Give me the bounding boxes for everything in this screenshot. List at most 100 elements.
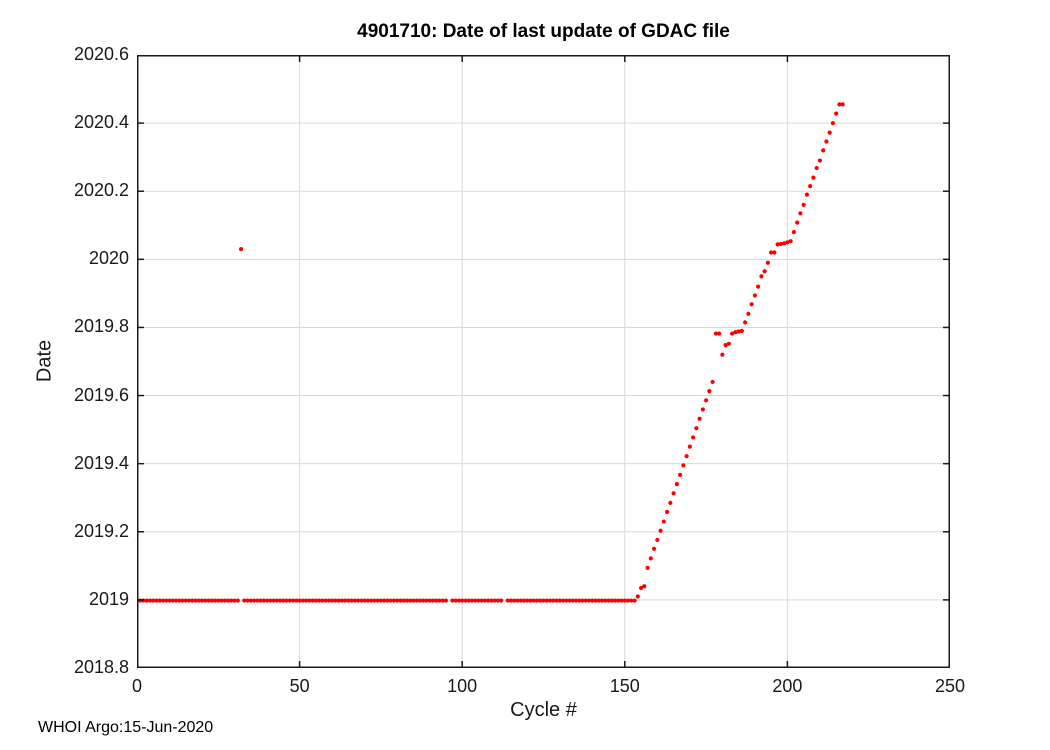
y-tick-label: 2020.4 [73,112,129,133]
data-point [427,598,432,603]
data-point [212,598,218,603]
data-point [199,598,205,603]
data-point [450,598,455,603]
data-point [369,598,374,603]
data-point [743,320,748,325]
data-point [320,598,325,603]
outlier-point [238,247,244,252]
data-point [664,509,670,515]
data-point [375,598,380,603]
data-point [580,598,585,603]
data-point [473,598,478,603]
data-point [271,598,276,603]
data-point [756,284,761,289]
data-point [769,250,774,255]
data-point [814,165,819,171]
data-point [277,598,283,603]
data-point [730,331,735,336]
data-point [830,121,836,126]
data-point [229,598,234,603]
data-point [674,482,679,487]
data-point [304,598,309,603]
data-point [365,598,370,603]
y-tick-label: 2020 [88,248,129,269]
data-point [388,598,393,603]
x-axis-label: Cycle # [510,699,577,721]
data-point [359,598,364,603]
data-point [700,407,705,412]
data-point [554,598,559,603]
data-point [469,598,475,603]
data-point [443,598,449,603]
data-point [684,454,689,459]
plot-area [137,55,950,668]
data-point [671,491,676,496]
data-point [463,598,468,603]
data-point [313,598,318,603]
data-point [661,519,666,524]
data-point [795,220,800,225]
data-point [297,598,302,603]
chart-title: 4901710: Date of last update of GDAC fil… [357,21,730,42]
data-point [547,598,553,603]
data-point [590,598,595,603]
data-point [560,598,566,603]
data-point [642,584,647,589]
data-point [567,598,572,603]
data-point [775,242,780,247]
data-point [307,598,312,603]
data-point [707,389,712,394]
data-point [651,546,657,551]
data-point [160,598,166,603]
data-point [694,426,699,431]
data-point [723,343,728,348]
data-point [190,598,195,603]
data-point [801,202,806,207]
data-point [164,598,169,603]
data-point [242,598,247,603]
data-point [713,331,718,336]
data-point [317,598,322,603]
data-point [603,598,608,603]
watermark-text: WHOI Argo:15-Jun-2020 [38,719,214,736]
data-point [401,598,406,603]
data-point [525,598,530,603]
data-point [495,598,501,603]
data-point [232,598,237,603]
y-tick-label: 2020.6 [73,44,129,64]
data-point [645,565,650,570]
data-point [697,416,702,421]
data-point [251,598,257,603]
y-tick-label: 2018.8 [73,657,129,677]
data-point [391,598,397,603]
data-point [759,274,764,279]
data-point [583,598,588,603]
data-point [528,598,533,603]
data-point [417,598,423,603]
data-point [167,598,172,603]
data-point [573,598,579,603]
data-point [606,598,611,603]
data-point [336,598,341,603]
data-point [824,139,829,144]
data-point [798,211,803,216]
data-point [437,598,442,603]
data-point [362,598,367,603]
data-point [245,598,250,603]
axes-border [137,55,950,668]
y-tick-label: 2019.4 [73,452,129,473]
data-point [544,598,549,603]
data-point [395,598,400,603]
data-point [512,598,517,603]
data-point [287,598,292,603]
x-tick-label: 200 [772,676,803,696]
x-tick-label: 50 [289,676,310,696]
data-point [284,598,289,603]
data-point [294,598,299,603]
data-point [173,598,179,603]
data-point [762,269,767,274]
data-point [203,598,208,603]
data-point [570,598,575,603]
data-point [157,598,162,603]
